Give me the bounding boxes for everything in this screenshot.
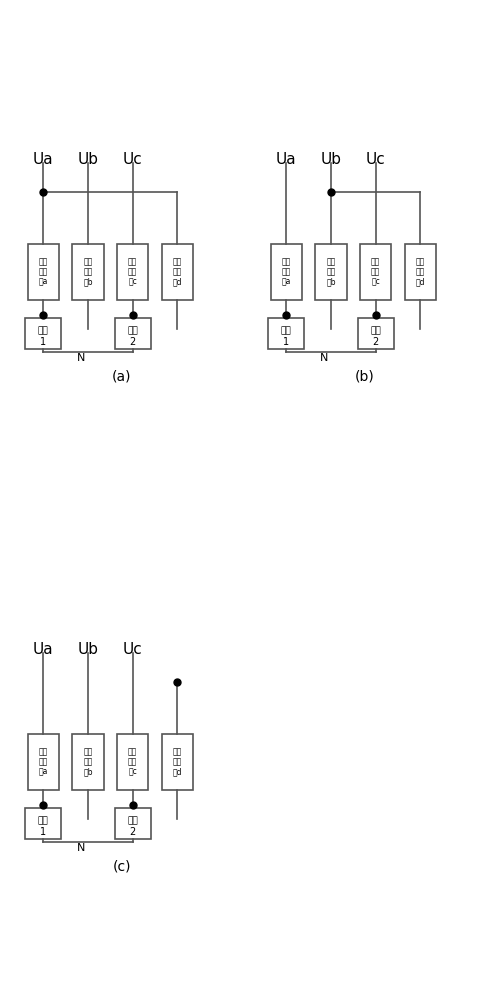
Text: 功率
驱动
器a: 功率 驱动 器a: [38, 747, 48, 777]
Text: Ua: Ua: [33, 152, 53, 167]
Text: 负载: 负载: [127, 327, 138, 336]
Text: (c): (c): [112, 859, 131, 873]
FancyBboxPatch shape: [360, 244, 391, 300]
Text: 功率
驱动
器a: 功率 驱动 器a: [38, 257, 48, 287]
FancyBboxPatch shape: [268, 318, 304, 349]
Text: 1: 1: [40, 337, 46, 347]
FancyBboxPatch shape: [72, 734, 104, 790]
Text: 功率
驱动
器b: 功率 驱动 器b: [326, 257, 336, 287]
Text: 负载: 负载: [281, 327, 292, 336]
Text: 功率
驱动
器c: 功率 驱动 器c: [128, 747, 138, 777]
Text: 负载: 负载: [370, 327, 381, 336]
Text: (b): (b): [355, 369, 374, 383]
FancyBboxPatch shape: [117, 244, 148, 300]
FancyBboxPatch shape: [358, 318, 394, 349]
FancyBboxPatch shape: [405, 244, 436, 300]
FancyBboxPatch shape: [28, 244, 59, 300]
Text: 功率
驱动
器c: 功率 驱动 器c: [128, 257, 138, 287]
Text: N: N: [77, 353, 86, 363]
Text: Uc: Uc: [123, 152, 142, 167]
FancyBboxPatch shape: [117, 734, 148, 790]
Text: N: N: [320, 353, 329, 363]
Text: 1: 1: [283, 337, 289, 347]
Text: 功率
驱动
器b: 功率 驱动 器b: [83, 747, 93, 777]
FancyBboxPatch shape: [115, 318, 151, 349]
Text: 功率
驱动
器d: 功率 驱动 器d: [173, 257, 182, 287]
Text: 功率
驱动
器a: 功率 驱动 器a: [281, 257, 291, 287]
Text: 负载: 负载: [38, 327, 49, 336]
Text: 功率
驱动
器b: 功率 驱动 器b: [83, 257, 93, 287]
Text: Ub: Ub: [320, 152, 342, 167]
Text: Uc: Uc: [366, 152, 385, 167]
FancyBboxPatch shape: [28, 734, 59, 790]
FancyBboxPatch shape: [25, 318, 61, 349]
Text: 2: 2: [130, 827, 136, 837]
Text: 功率
驱动
器c: 功率 驱动 器c: [371, 257, 381, 287]
Text: 1: 1: [40, 827, 46, 837]
Text: 2: 2: [373, 337, 379, 347]
FancyBboxPatch shape: [162, 734, 193, 790]
FancyBboxPatch shape: [162, 244, 193, 300]
FancyBboxPatch shape: [72, 244, 104, 300]
FancyBboxPatch shape: [315, 244, 347, 300]
Text: Ub: Ub: [77, 642, 99, 657]
Text: Ub: Ub: [77, 152, 99, 167]
Text: 2: 2: [130, 337, 136, 347]
Text: Ua: Ua: [276, 152, 296, 167]
Text: Ua: Ua: [33, 642, 53, 657]
Text: 功率
驱动
器d: 功率 驱动 器d: [173, 747, 182, 777]
Text: N: N: [77, 843, 86, 853]
FancyBboxPatch shape: [115, 808, 151, 839]
Text: 负载: 负载: [38, 817, 49, 826]
Text: 功率
驱动
器d: 功率 驱动 器d: [416, 257, 425, 287]
FancyBboxPatch shape: [271, 244, 302, 300]
Text: 负载: 负载: [127, 817, 138, 826]
Text: Uc: Uc: [123, 642, 142, 657]
Text: (a): (a): [112, 369, 131, 383]
FancyBboxPatch shape: [25, 808, 61, 839]
